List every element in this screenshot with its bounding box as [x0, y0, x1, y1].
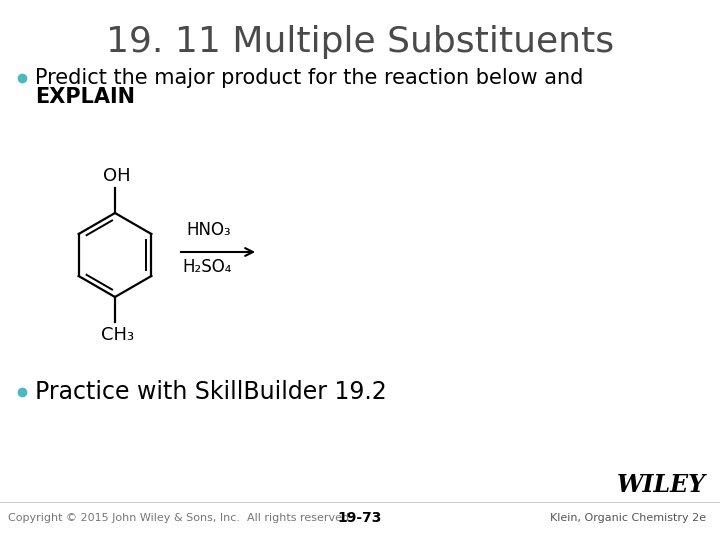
Text: 19. 11 Multiple Substituents: 19. 11 Multiple Substituents	[106, 25, 614, 59]
Text: Copyright © 2015 John Wiley & Sons, Inc.  All rights reserved.: Copyright © 2015 John Wiley & Sons, Inc.…	[8, 513, 353, 523]
Text: Klein, Organic Chemistry 2e: Klein, Organic Chemistry 2e	[550, 513, 706, 523]
Text: OH: OH	[103, 167, 130, 185]
Text: 19-73: 19-73	[338, 511, 382, 525]
Text: WILEY: WILEY	[617, 473, 706, 497]
Text: Predict the major product for the reaction below and: Predict the major product for the reacti…	[35, 68, 583, 88]
Text: EXPLAIN: EXPLAIN	[35, 87, 135, 107]
Text: H₂SO₄: H₂SO₄	[182, 258, 231, 276]
Text: Practice with SkillBuilder 19.2: Practice with SkillBuilder 19.2	[35, 380, 387, 404]
Text: CH₃: CH₃	[101, 326, 134, 344]
Text: HNO₃: HNO₃	[186, 221, 230, 239]
